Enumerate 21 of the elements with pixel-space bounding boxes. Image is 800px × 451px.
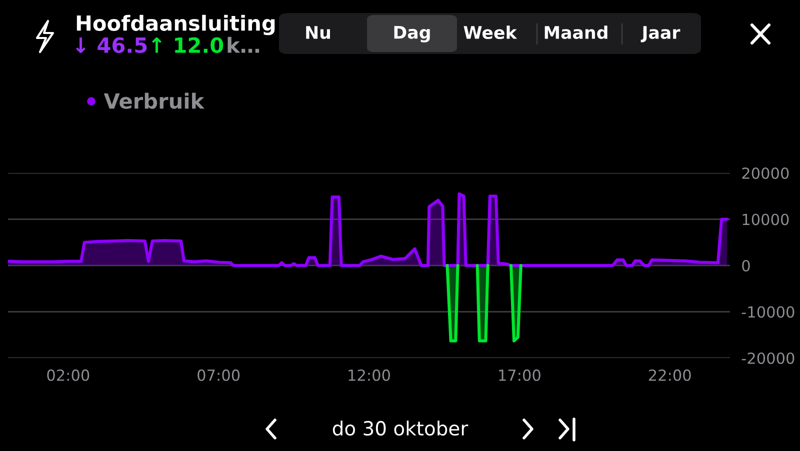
- text: k…: [228, 36, 260, 53]
- y-tick-label: 20000: [742, 167, 789, 180]
- x-tick-label: 22:00: [648, 369, 691, 381]
- text: ↑ 12.0: [152, 37, 224, 54]
- y-tick-label: -20000: [742, 352, 794, 364]
- chart-title: Hoofdaansluiting: [76, 14, 275, 36]
- text: Maand: [544, 26, 608, 40]
- text: Nu: [306, 26, 330, 40]
- x-tick-label: 02:00: [47, 369, 90, 381]
- y-tick-label: 10000: [742, 214, 789, 226]
- text: do 30 oktober: [332, 420, 468, 436]
- y-tick-label: 0: [742, 260, 750, 272]
- text: Dag: [394, 26, 430, 42]
- text: Week: [464, 26, 518, 40]
- y-tick-label: -10000: [742, 306, 794, 318]
- text: Jaar: [640, 26, 680, 42]
- legend-label: Verbruik: [104, 92, 205, 109]
- text: ↓ 46.5: [76, 37, 147, 54]
- x-tick-label: 12:00: [348, 369, 390, 381]
- x-tick-label: 07:00: [198, 369, 240, 381]
- x-tick-label: 17:00: [499, 369, 540, 381]
